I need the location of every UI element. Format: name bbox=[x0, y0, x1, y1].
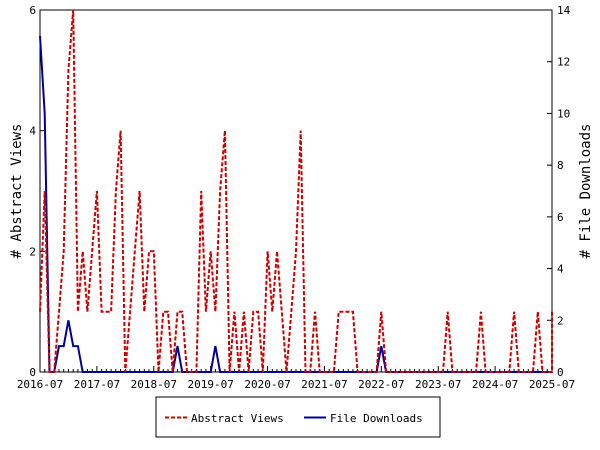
y-right-tick-label: 4 bbox=[557, 263, 564, 276]
y-right-tick-label: 14 bbox=[557, 4, 571, 17]
y-axis-left-label: # Abstract Views bbox=[9, 124, 25, 259]
legend: Abstract Views File Downloads bbox=[155, 396, 441, 438]
series-layer bbox=[39, 9, 553, 373]
y-right-tick-label: 10 bbox=[557, 107, 570, 120]
y-left-tick-label: 0 bbox=[29, 366, 36, 379]
x-tick-label: 2019-07 bbox=[187, 378, 233, 391]
x-tick-label: 2022-07 bbox=[358, 378, 404, 391]
y-left-tick-label: 6 bbox=[29, 4, 36, 17]
x-tick-label: 2018-07 bbox=[131, 378, 177, 391]
y-right-tick-label: 12 bbox=[557, 56, 570, 69]
x-tick-label: 2021-07 bbox=[301, 378, 347, 391]
legend-label-file-downloads: File Downloads bbox=[330, 412, 423, 425]
x-axis-tick-labels: 2016-07 2017-07 2018-07 2019-07 2020-07 2021-… bbox=[17, 378, 575, 391]
y-axis-right-label: # File Downloads bbox=[578, 124, 594, 259]
y-right-tick-label: 6 bbox=[557, 211, 564, 224]
y-right-tick-label: 2 bbox=[557, 314, 564, 327]
y-left-tick-label: 2 bbox=[29, 245, 36, 258]
x-tick-label: 2016-07 bbox=[17, 378, 63, 391]
plot-area bbox=[39, 9, 553, 373]
y-right-tick-label: 0 bbox=[557, 366, 564, 379]
x-tick-label: 2024-07 bbox=[472, 378, 518, 391]
y-right-tick-label: 8 bbox=[557, 159, 564, 172]
series-line-abstract-views bbox=[39, 9, 553, 373]
x-tick-label: 2023-07 bbox=[415, 378, 461, 391]
y-left-tick-label: 4 bbox=[29, 125, 36, 138]
legend-label-abstract-views: Abstract Views bbox=[191, 412, 284, 425]
x-tick-label: 2025-07 bbox=[529, 378, 575, 391]
x-tick-label: 2017-07 bbox=[74, 378, 120, 391]
x-tick-label: 2020-07 bbox=[244, 378, 290, 391]
legend-box bbox=[155, 396, 441, 438]
